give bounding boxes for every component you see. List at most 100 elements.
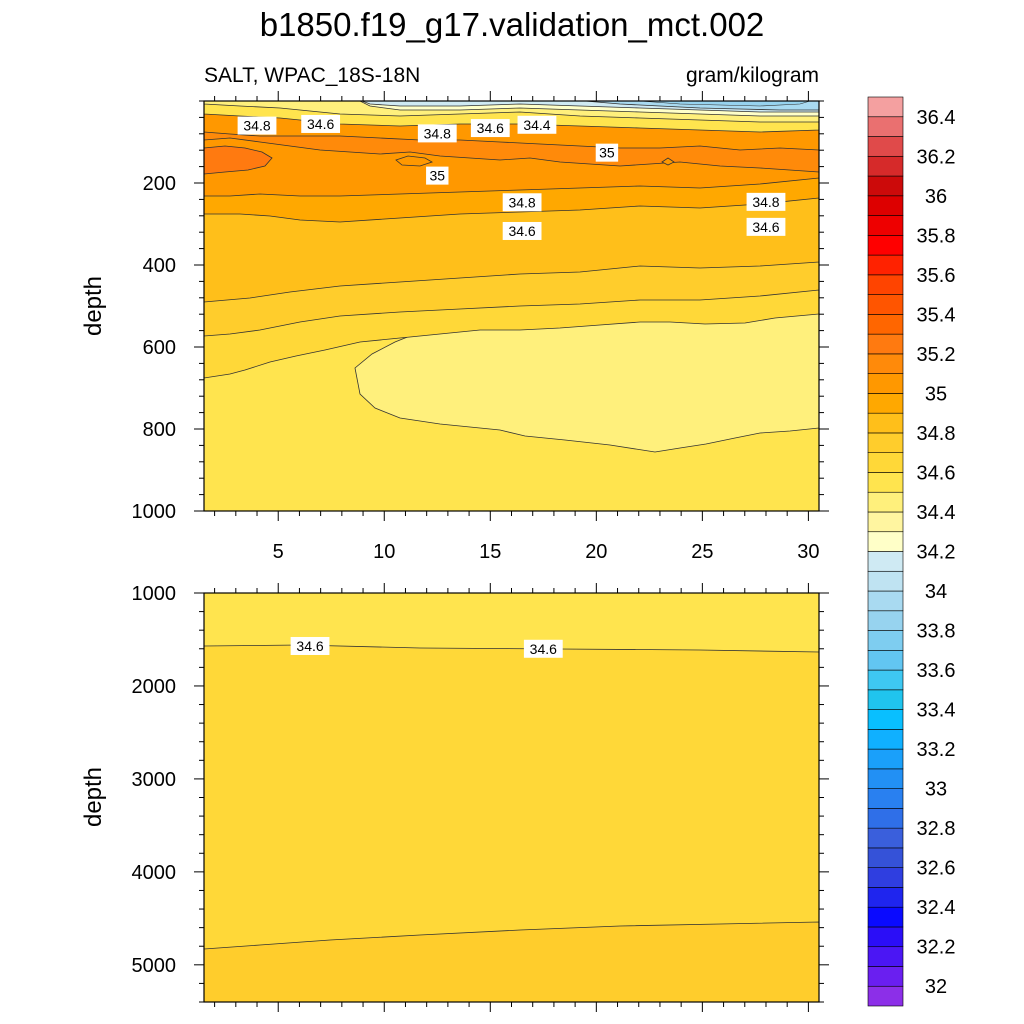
colorbar-tick-label: 33.4 xyxy=(917,700,956,722)
colorbar-swatch xyxy=(867,650,904,671)
colorbar-swatch xyxy=(867,748,904,770)
colorbar-tick-label: 32.8 xyxy=(917,818,956,840)
colorbar-swatch xyxy=(867,491,904,513)
y-tick-label: 4000 xyxy=(132,862,177,884)
fill-band-35-3-blob-east xyxy=(661,157,675,166)
colorbar-tick-label: 33 xyxy=(925,779,947,801)
colorbar-tick-label: 32.2 xyxy=(917,937,956,959)
colorbar-tick-label: 35.2 xyxy=(917,344,956,366)
contour-label: 34.8 xyxy=(243,118,270,134)
y-tick-label: 1000 xyxy=(132,583,177,605)
contour-label: 34.6 xyxy=(530,641,557,657)
fill-band-34-8-abyss xyxy=(204,921,819,1002)
colorbar xyxy=(867,96,904,1007)
top-panel-ticks xyxy=(194,91,829,521)
colorbar-swatch xyxy=(867,452,904,473)
colorbar-swatch xyxy=(867,729,904,750)
colorbar-swatch xyxy=(867,195,904,216)
colorbar-swatch xyxy=(867,590,904,612)
top-panel-y-tick-labels: 200 400 600 800 1000 xyxy=(132,173,177,523)
colorbar-swatch xyxy=(867,116,904,137)
contour-label: 34.8 xyxy=(424,125,451,141)
contour-label-box xyxy=(595,143,619,162)
contour-label-box xyxy=(523,639,563,658)
colorbar-swatch xyxy=(867,373,904,394)
colorbar-tick-label: 35.4 xyxy=(917,304,956,326)
colorbar-swatch xyxy=(867,788,904,809)
top-panel-ylabel: depth xyxy=(80,276,107,336)
contour-label: 34.8 xyxy=(752,194,779,210)
colorbar-tick-label: 35.8 xyxy=(917,225,956,247)
colorbar-swatch xyxy=(867,215,904,236)
contour-label-box xyxy=(426,166,449,185)
y-tick-label: 2000 xyxy=(132,676,177,698)
contour-label-box xyxy=(517,115,557,134)
y-tick-label: 1000 xyxy=(132,501,177,523)
fill-band-35-3-blob-mid xyxy=(395,155,433,167)
colorbar-swatch xyxy=(867,570,904,592)
bottom-panel-contour-labels: 34.6 34.6 xyxy=(290,636,563,658)
fill-band-35-3-blob-west xyxy=(204,145,273,175)
x-tick-label: 10 xyxy=(373,541,395,563)
colorbar-tick-label: 32.4 xyxy=(917,897,956,919)
bottom-panel-y-tick-labels: 1000 2000 3000 4000 5000 xyxy=(132,583,177,977)
colorbar-swatch xyxy=(867,610,904,631)
contour-label-box xyxy=(470,119,510,138)
contour-label: 34.6 xyxy=(508,223,535,239)
colorbar-swatch xyxy=(867,966,904,987)
colorbar-tick-label: 34.6 xyxy=(917,462,956,484)
contour-label-box xyxy=(502,193,542,212)
contour-label: 35 xyxy=(429,168,445,184)
colorbar-swatch xyxy=(867,768,904,789)
contour-label-box xyxy=(746,217,786,236)
contour-label-box xyxy=(301,114,341,133)
colorbar-swatch xyxy=(867,353,904,374)
contour-label: 34.6 xyxy=(307,116,334,132)
colorbar-swatch xyxy=(867,136,904,157)
colorbar-swatch xyxy=(867,551,904,572)
colorbar-swatch xyxy=(867,254,904,276)
colorbar-tick-label: 32.6 xyxy=(917,858,956,880)
colorbar-swatch xyxy=(867,669,904,691)
colorbar-swatch xyxy=(867,985,904,1007)
colorbar-swatch xyxy=(867,808,904,829)
top-panel-contour-labels: 34.8 34.6 34.8 34.6 34.4 35 35 34.8 34.8 34.6 34.6 xyxy=(237,114,786,240)
colorbar-tick-label: 34.4 xyxy=(917,502,956,524)
colorbar-swatch xyxy=(867,511,904,533)
x-tick-label: 20 xyxy=(585,541,607,563)
chart-title: b1850.f19_g17.validation_mct.002 xyxy=(260,6,765,43)
x-tick-label: 5 xyxy=(273,541,284,563)
y-tick-label: 400 xyxy=(143,255,176,277)
colorbar-swatch xyxy=(867,274,904,295)
colorbar-tick-label: 32 xyxy=(925,976,947,998)
colorbar-swatch xyxy=(867,393,904,414)
colorbar-swatch xyxy=(867,531,904,552)
y-tick-label: 800 xyxy=(143,419,176,441)
colorbar-tick-label: 35 xyxy=(925,383,947,405)
colorbar-swatch xyxy=(867,333,904,355)
contour-label: 35 xyxy=(599,145,615,161)
colorbar-tick-label: 35.6 xyxy=(917,265,956,287)
x-tick-label: 15 xyxy=(479,541,501,563)
y-tick-label: 200 xyxy=(143,173,176,195)
colorbar-swatch xyxy=(867,412,904,434)
colorbar-tick-label: 34.2 xyxy=(917,542,956,564)
subtitle-units: gram/kilogram xyxy=(686,64,819,87)
top-panel-contour-fill xyxy=(204,101,819,511)
colorbar-swatch xyxy=(867,867,904,888)
colorbar-tick-label: 34 xyxy=(925,581,947,603)
bottom-panel-ticks xyxy=(194,583,829,1012)
colorbar-tick-label: 36.2 xyxy=(917,146,956,168)
colorbar-swatch xyxy=(867,155,904,177)
x-tick-label: 25 xyxy=(691,541,713,563)
colorbar-swatch xyxy=(867,96,904,118)
colorbar-swatch xyxy=(867,709,904,730)
colorbar-swatch xyxy=(867,175,904,197)
colorbar-tick-label: 33.8 xyxy=(917,621,956,643)
colorbar-swatch xyxy=(867,235,904,256)
colorbar-tick-labels: 32 32.2 32.4 32.6 32.8 33 33.2 33.4 33.6 33.8 34 34… xyxy=(917,107,956,998)
contour-label-box xyxy=(237,116,277,135)
contour-label-box xyxy=(290,636,330,655)
bottom-panel-contour-fill xyxy=(204,593,819,1002)
